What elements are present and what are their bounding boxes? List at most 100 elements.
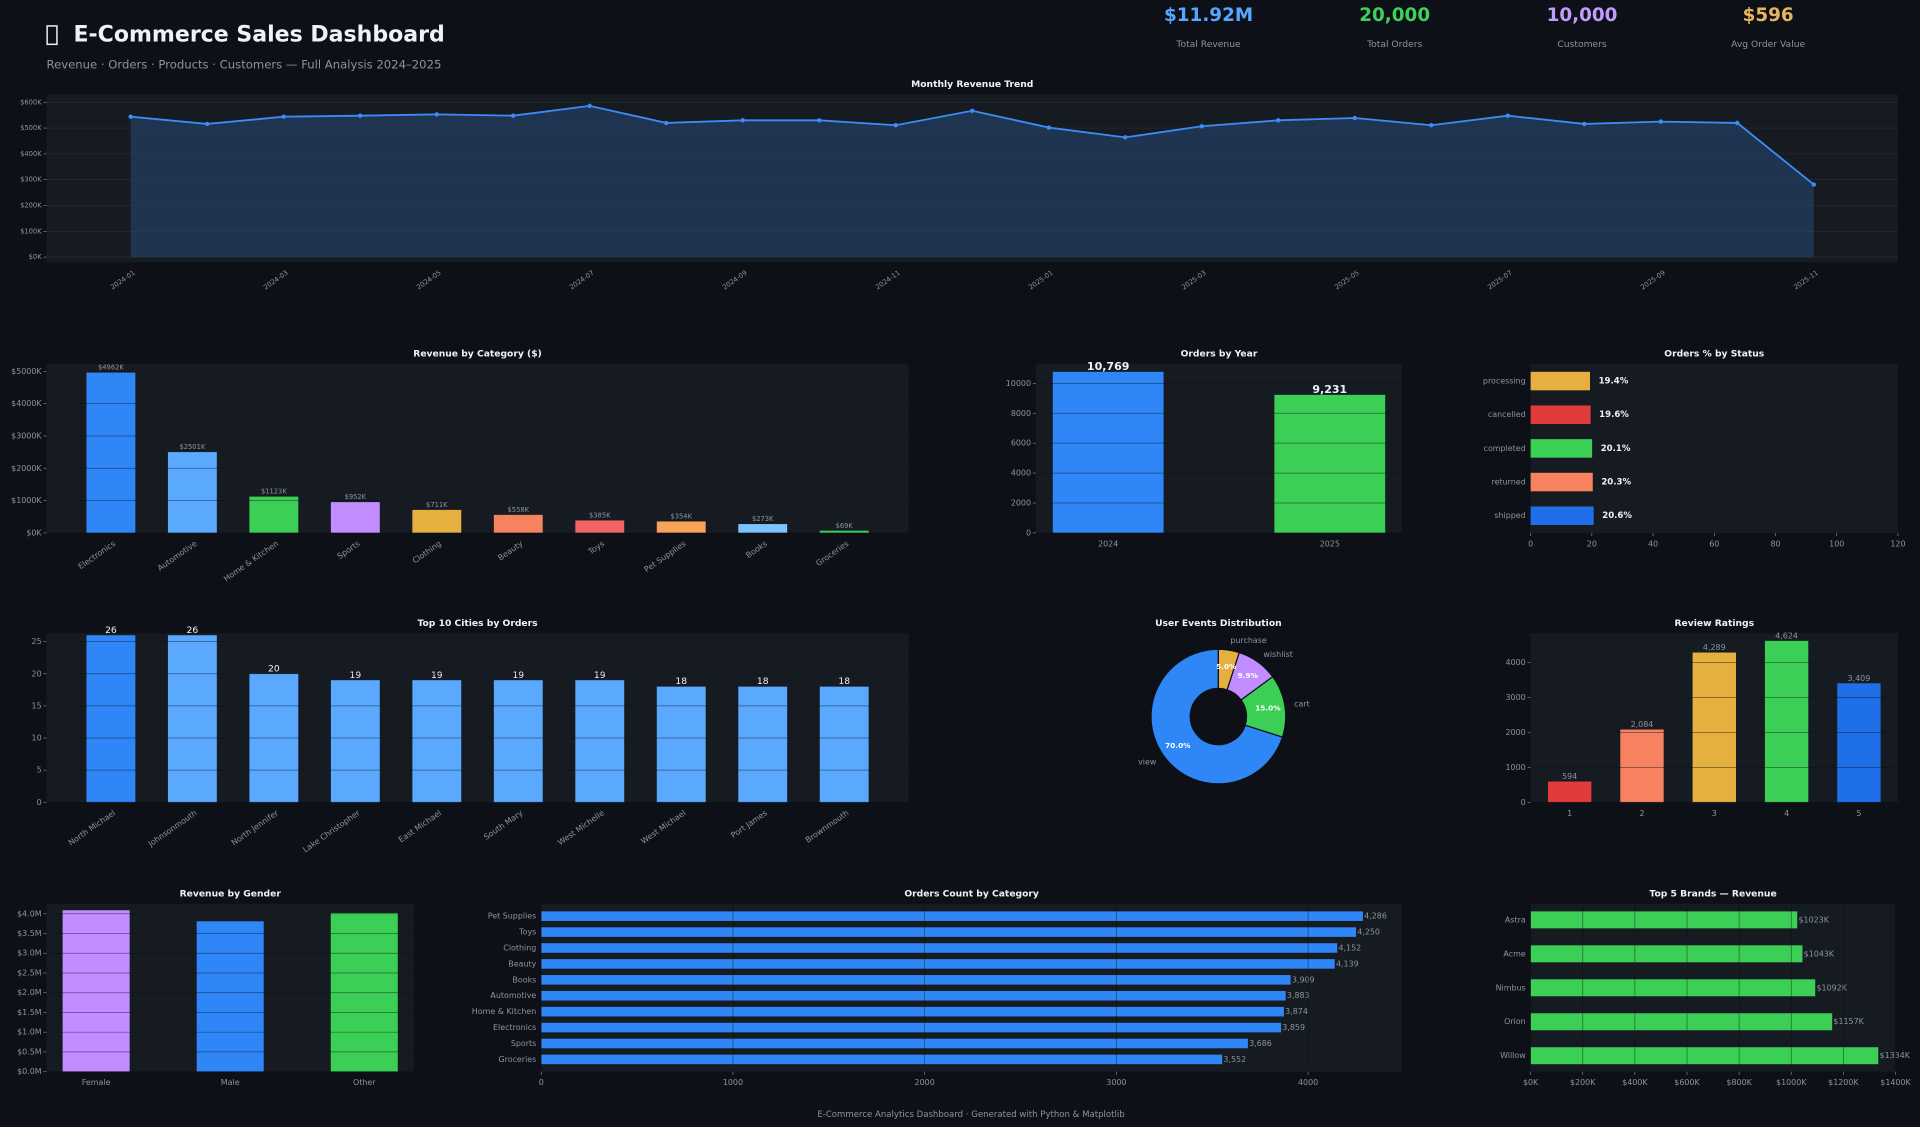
bar [819,686,869,803]
bar [738,524,788,533]
bar [1530,472,1593,492]
x-tick-label: 2 [1639,809,1644,818]
chart-title: Revenue by Gender [180,889,282,900]
value-label: 20 [268,663,280,674]
value-label: 18 [838,676,850,687]
y-tick-label: Home & Kitchen [472,1007,537,1016]
kpi-label: Total Orders [1366,39,1422,50]
area [130,105,1814,258]
chart-title: Revenue by Category ($) [413,349,542,360]
chart-title: Top 5 Brands — Revenue [1649,889,1776,900]
point [1199,124,1204,129]
point [893,123,898,128]
x-tick-label: 4 [1784,809,1789,818]
value-label: $1157K [1833,1017,1864,1026]
x-tick-label: 80 [1770,539,1780,548]
y-tick-label: 0 [1026,528,1031,537]
y-tick-label: $3.5M [17,929,42,938]
chart-title: Orders % by Status [1664,349,1764,360]
bar [412,509,462,533]
point [1658,119,1663,124]
value-label: 4,152 [1338,943,1361,952]
value-label: $1023K [1798,915,1829,924]
value-label: $711K [426,501,448,509]
pie-label: purchase [1230,636,1267,645]
point [664,120,669,126]
y-tick-label: Pet Supplies [488,912,537,921]
bar [1692,652,1736,803]
bar [1530,371,1590,391]
point [434,112,439,117]
value-label: 594 [1562,772,1577,781]
y-tick-label: 10000 [1006,379,1031,388]
value-label: 18 [675,676,687,687]
point [1123,135,1128,140]
kpi-label: Total Revenue [1175,39,1241,50]
value-label: 20.3% [1601,478,1631,488]
point [204,121,210,127]
point [740,118,745,123]
value-label: 3,883 [1287,991,1310,1000]
bar [1530,945,1803,963]
title-icon [46,25,58,46]
y-tick-label: Nimbus [1496,983,1526,992]
value-label: 26 [187,625,199,636]
value-label: 3,552 [1223,1055,1246,1064]
x-tick-label: 20 [1587,539,1597,548]
pie-label: view [1138,757,1157,766]
y-tick-label: Orion [1504,1017,1526,1026]
bar [541,1038,1248,1049]
value-label: 9,231 [1312,383,1347,396]
bar [412,680,462,803]
kpi-label: Customers [1557,39,1607,50]
bar [1530,506,1594,525]
value-label: 20.6% [1602,511,1632,521]
value-label: 19 [431,670,443,681]
y-tick-label: Willow [1500,1051,1526,1060]
value-label: 4,286 [1364,912,1387,921]
y-tick-label: $0.0M [17,1067,42,1076]
x-tick-label: $1000K [1776,1078,1807,1087]
value-label: 19.6% [1599,410,1629,420]
chart-title: User Events Distribution [1155,618,1282,629]
x-tick-label: 40 [1648,539,1658,548]
x-tick-label: 1000 [723,1078,743,1087]
y-tick-label: 1000 [1506,763,1526,772]
x-tick-label: 5 [1856,809,1861,818]
pie-value-label: 9.9% [1238,671,1259,680]
y-tick-label: 4000 [1506,658,1526,667]
x-tick-label: Male [221,1078,240,1087]
y-tick-label: $4.0M [17,909,42,918]
x-tick-label: 2024 [1098,539,1118,548]
y-tick-label: $600K [20,98,42,106]
point [1505,113,1510,118]
bar [167,452,217,533]
bar [1620,729,1664,803]
y-tick-label: $2.5M [17,968,42,977]
point [587,103,592,109]
x-tick-label: $800K [1726,1078,1752,1087]
value-label: $1123K [261,488,287,496]
bar [656,686,706,803]
y-tick-label: 4000 [1011,469,1031,478]
value-label: 19 [512,670,524,681]
y-tick-label: 3000 [1506,693,1526,702]
bar [493,680,543,803]
value-label: 4,139 [1336,959,1359,968]
y-tick-label: $1000K [11,496,42,505]
bar [1530,405,1591,424]
pie-value-label: 15.0% [1255,703,1281,712]
x-tick-label: Other [353,1078,376,1087]
value-label: $385K [589,512,611,520]
value-label: $4962K [98,364,124,372]
bar [656,521,706,533]
x-tick-label: $400K [1622,1078,1648,1087]
value-label: 3,874 [1285,1007,1308,1016]
point [970,108,975,113]
bar [493,514,543,533]
kpi-label: Avg Order Value [1731,39,1805,50]
footer: E-Commerce Analytics Dashboard · Generat… [817,1110,1124,1120]
y-tick-label: Toys [518,928,536,937]
pie-label: cart [1294,700,1310,709]
